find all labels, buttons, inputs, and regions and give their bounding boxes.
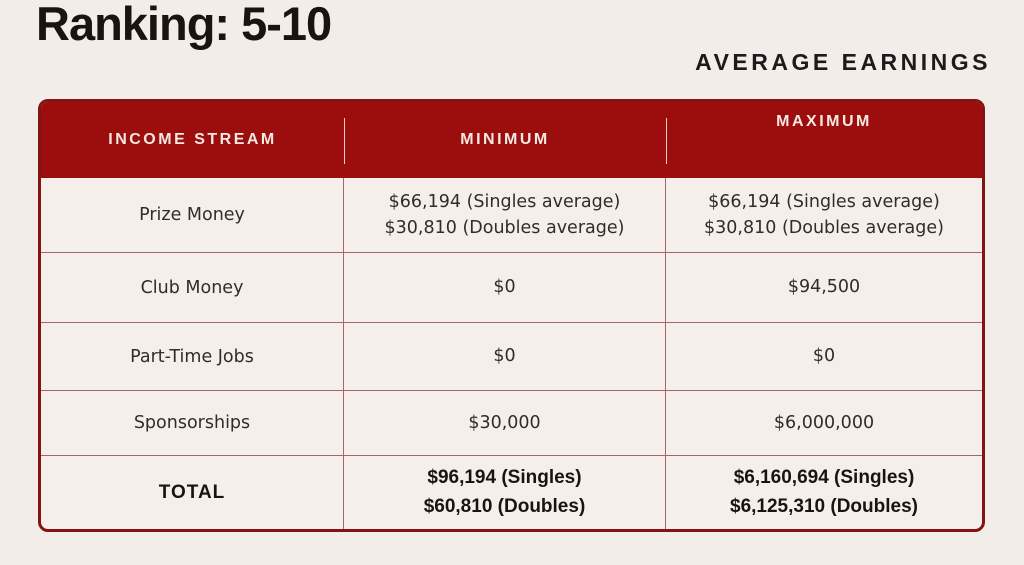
value-line: $6,000,000 — [773, 412, 875, 433]
cell-sponsorships-min: $30,000 — [344, 391, 666, 456]
row-label-part-time-jobs: Part-Time Jobs — [41, 323, 344, 391]
row-label-total: TOTAL — [41, 456, 344, 529]
value-line: $0 — [493, 277, 516, 298]
cell-club-money-min: $0 — [344, 253, 666, 323]
cell-prize-money-min: $66,194 (Singles average) $30,810 (Doubl… — [344, 178, 666, 253]
header-divider — [666, 118, 667, 164]
cell-total-max: $6,160,694 (Singles) $6,125,310 (Doubles… — [666, 456, 982, 529]
value-line: $96,194 (Singles) — [427, 467, 582, 488]
column-header-label: INCOME STREAM — [108, 131, 277, 148]
subtitle-average-earnings: AVERAGE EARNINGS — [695, 49, 991, 75]
column-header-maximum: MAXIMUM — [666, 102, 982, 178]
cell-part-time-jobs-max: $0 — [666, 323, 982, 391]
value-line: $66,194 (Singles average) — [708, 191, 940, 212]
row-label-club-money: Club Money — [41, 253, 344, 323]
value-line: $94,500 — [787, 277, 861, 298]
row-label-sponsorships: Sponsorships — [41, 391, 344, 456]
row-label-prize-money: Prize Money — [41, 178, 344, 253]
value-line: $30,000 — [468, 412, 541, 433]
value-line: $66,194 (Singles average) — [388, 191, 621, 212]
cell-sponsorships-max: $6,000,000 — [666, 391, 982, 456]
cell-club-money-max: $94,500 — [666, 253, 982, 323]
value-line: $60,810 (Doubles) — [423, 495, 586, 517]
column-header-minimum: MINIMUM — [344, 102, 666, 178]
value-line: $30,810 (Doubles average) — [384, 218, 625, 238]
earnings-table: INCOME STREAM MINIMUM MAXIMUM Prize Mone… — [38, 99, 985, 532]
value-line: $30,810 (Doubles average) — [704, 218, 944, 238]
value-line: $0 — [493, 346, 516, 367]
cell-total-min: $96,194 (Singles) $60,810 (Doubles) — [344, 456, 666, 529]
page-title: Ranking: 5-10 — [36, 0, 332, 50]
column-header-label: MINIMUM — [460, 131, 550, 148]
value-line: $0 — [812, 346, 836, 367]
value-line: $6,125,310 (Doubles) — [730, 495, 918, 517]
column-header-income-stream: INCOME STREAM — [41, 102, 344, 178]
value-line: $6,160,694 (Singles) — [733, 467, 915, 488]
header-divider — [344, 118, 345, 164]
column-header-label: MAXIMUM — [776, 113, 872, 130]
cell-part-time-jobs-min: $0 — [344, 323, 666, 391]
cell-prize-money-max: $66,194 (Singles average) $30,810 (Doubl… — [666, 178, 982, 253]
